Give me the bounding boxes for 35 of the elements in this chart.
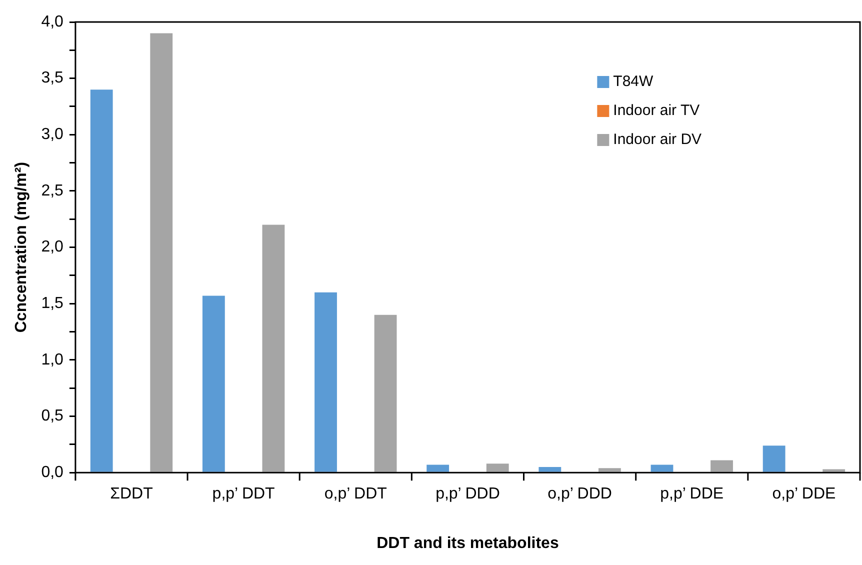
bar <box>374 314 397 472</box>
y-tick-label: 4,0 <box>41 13 64 30</box>
y-tick-label: 2,0 <box>41 238 64 256</box>
y-tick-label: 2,5 <box>41 182 64 200</box>
y-tick-label: 0,0 <box>41 464 64 482</box>
x-tick-label: p,p’ DDE <box>660 486 724 503</box>
bar <box>314 292 337 472</box>
bar <box>710 460 733 472</box>
bar <box>822 469 846 472</box>
x-tick-label: o,p’ DDD <box>548 486 612 503</box>
y-tick-label: 1,5 <box>41 295 64 312</box>
bar <box>262 224 285 472</box>
y-tick-label: 1,0 <box>41 351 64 368</box>
bar <box>426 464 450 472</box>
bar <box>538 466 562 472</box>
y-axis-title: Ccncentration (mg/m²) <box>13 162 30 333</box>
bar <box>762 446 786 472</box>
legend-label: Indoor air DV <box>613 131 702 148</box>
x-tick-label: p,p’ DDT <box>212 486 276 503</box>
x-tick-label: o,p’ DDT <box>324 486 388 503</box>
y-tick-label: 3,5 <box>41 70 64 87</box>
y-tick-label: 0,5 <box>41 408 64 425</box>
x-tick-label: ΣDDT <box>110 486 154 503</box>
bar <box>90 90 113 472</box>
legend-label: T84W <box>613 73 654 90</box>
x-axis-title: DDT and its metabolites <box>376 534 559 552</box>
bar <box>650 464 674 472</box>
y-tick-label: 3,0 <box>41 126 64 144</box>
x-tick-label: o,p’ DDE <box>772 486 836 503</box>
bar <box>150 33 173 472</box>
x-tick-label: p,p’ DDD <box>436 486 500 503</box>
bar <box>486 464 509 472</box>
bar <box>598 468 621 472</box>
legend-label: Indoor air TV <box>613 102 700 120</box>
bar <box>202 296 225 472</box>
